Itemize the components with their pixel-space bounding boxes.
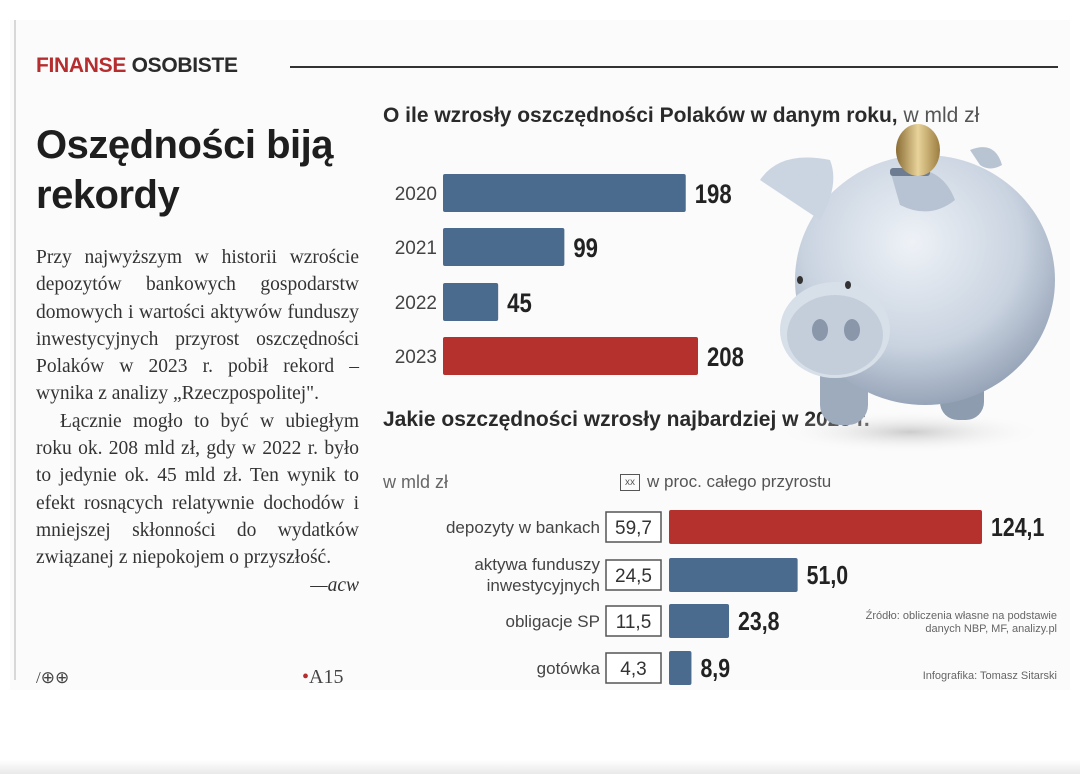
chart1-value-label: 99	[573, 234, 598, 264]
chart2-percent-box	[605, 559, 662, 591]
chart2-percent-box	[605, 511, 662, 543]
chart1-bar	[443, 283, 499, 321]
chart1-title-text: O ile wzrosły oszczędności Polaków w dan…	[383, 104, 898, 127]
article-author: —acw	[310, 574, 359, 596]
chart2-value-label: 124,1	[991, 513, 1044, 543]
chart2-value-label: 8,9	[700, 654, 730, 684]
article-paragraph-1: Przy najwyższym w historii wzroście depo…	[36, 247, 359, 405]
chart2-value-label: 23,8	[738, 607, 779, 637]
chart1-value-label: 45	[507, 289, 532, 319]
chart1-value-label: 198	[695, 180, 732, 210]
article-paragraph-2: Łącznie mogło to być w ubiegłym roku ok.…	[36, 408, 359, 596]
article-headline: Oszędności biją rekordy	[36, 123, 334, 217]
chart1-category-label: 2023	[395, 347, 437, 368]
chart-credit: Infografika: Tomasz Sitarski	[922, 670, 1057, 682]
chart2-bar	[669, 651, 692, 685]
chart2-category-label: gotówka	[537, 659, 601, 678]
chart1-bar	[443, 228, 565, 266]
chart1-category-label: 2022	[395, 293, 437, 314]
chart2-legend: xx w proc. całego przyrostu	[620, 472, 831, 492]
chart2-percent-box	[605, 605, 662, 637]
section-word-1: FINANSE	[36, 54, 127, 77]
chart2-percent-label: 24,5	[615, 566, 652, 587]
section-word-2: OSOBISTE	[131, 54, 238, 77]
legend-box-icon: xx	[620, 474, 640, 491]
chart-source: Źródło: obliczenia własne na podstawie d…	[865, 610, 1057, 635]
chart1-category-label: 2021	[395, 238, 437, 259]
chart2-category-label: depozyty w bankach	[446, 518, 600, 537]
chart2-percent-label: 59,7	[615, 518, 652, 539]
section-header: FINANSE OSOBISTE	[36, 54, 238, 78]
bottom-shadow	[0, 760, 1080, 774]
chart2-unit: w mld zł	[383, 472, 449, 492]
chart2-category-label: obligacje SP	[505, 612, 600, 631]
chart1-unit: w mld zł	[903, 104, 980, 127]
chart1-category-label: 2020	[395, 184, 437, 205]
chart2-category-label: aktywa funduszy	[474, 555, 600, 574]
chart1-title: O ile wzrosły oszczędności Polaków w dan…	[383, 100, 979, 131]
piggy-bank-icon	[760, 124, 1055, 454]
footer-mark: /⊕⊕	[36, 668, 70, 687]
page-number-symbol: •	[302, 666, 310, 688]
article-body: Przy najwyższym w historii wzroście depo…	[36, 244, 359, 599]
page-number-text: A15	[309, 666, 344, 688]
section-divider	[290, 66, 1058, 68]
chart2-percent-label: 11,5	[616, 612, 652, 633]
chart1-value-label: 208	[707, 343, 744, 373]
chart2-percent-label: 4,3	[620, 659, 646, 680]
chart2-bar	[669, 510, 982, 544]
chart1-bar	[443, 174, 686, 212]
chart2-category-label: inwestycyjnych	[487, 576, 600, 595]
chart2-bar	[669, 558, 798, 592]
chart2-title: Jakie oszczędności wzrosły najbardziej w…	[383, 408, 870, 431]
chart2-value-label: 51,0	[807, 561, 848, 591]
page-number: •A15	[302, 666, 343, 689]
article-paragraph-2-text: Łącznie mogło to być w ubiegłym roku ok.…	[36, 410, 359, 569]
chart2-legend-text: w proc. całego przyrostu	[647, 472, 832, 491]
chart2-bar	[669, 604, 730, 638]
column-rule	[14, 20, 16, 680]
chart2-percent-box	[605, 652, 662, 684]
chart1-bar	[443, 337, 698, 375]
